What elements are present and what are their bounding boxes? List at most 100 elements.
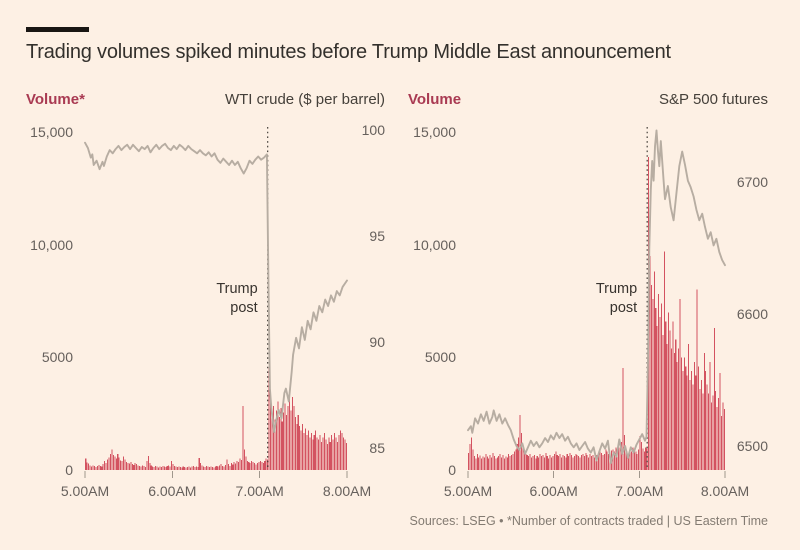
wti-crude-volume-bar — [102, 464, 104, 470]
sp500-futures-volume-bar — [686, 375, 688, 470]
wti-crude-volume-bar — [137, 465, 139, 470]
sp500-futures-volume-bar — [608, 454, 610, 470]
wti-crude-volume-bar — [130, 462, 132, 470]
wti-crude-volume-bar — [136, 464, 138, 470]
wti-crude-volume-bar — [198, 458, 200, 470]
source-note: Sources: LSEG • *Number of contracts tra… — [409, 514, 768, 528]
sp500-futures-volume-bar — [518, 437, 520, 470]
wti-crude-volume-bar — [297, 414, 299, 470]
sp500-futures-volume-bar — [566, 454, 568, 470]
wti-crude-volume-bar — [147, 456, 149, 470]
wti-crude-volume-bar — [163, 466, 165, 470]
wti-crude-volume-bar — [159, 466, 161, 470]
sp500-futures-volume-bar — [682, 370, 684, 470]
wti-crude-volume-bar — [251, 460, 253, 470]
sp500-futures-volume-bar — [639, 436, 641, 470]
left-chart-price-series-title: WTI crude ($ per barrel) — [224, 91, 385, 108]
wti-crude-volume-bar — [111, 449, 113, 470]
sp500-futures-volume-bar — [606, 451, 608, 470]
sp500-futures-volume-bar — [666, 343, 668, 470]
sp500-futures-volume-bar — [573, 456, 575, 470]
sp500-futures-volume-bar — [565, 457, 567, 470]
sp500-futures-volume-bar — [635, 451, 637, 470]
sp500-futures-volume-bar — [495, 458, 497, 470]
sp500-futures-volume-bar — [532, 456, 534, 470]
sp500-futures-volume-bar — [526, 455, 528, 470]
wti-crude-volume-bar — [160, 466, 162, 470]
sp500-futures-volume-bar — [679, 298, 681, 470]
sp500-futures-volume-bar — [551, 457, 553, 470]
sp500-futures-volume-bar — [612, 449, 614, 470]
sp500-futures-volume-bar — [528, 456, 530, 470]
sp500-futures-volume-bar — [553, 454, 555, 470]
wti-crude-volume-bar — [127, 463, 129, 470]
wti-crude-volume-bar — [101, 466, 103, 470]
wti-crude-volume-bar — [117, 454, 119, 470]
wti-crude-volume-bar — [256, 463, 259, 470]
sp500-futures-volume-bar — [586, 455, 588, 470]
wti-crude-price-line — [84, 141, 348, 434]
sp500-futures-volume-bar — [493, 456, 495, 470]
wti-crude-volume-bar — [140, 466, 142, 470]
wti-crude-volume-bar — [268, 367, 270, 470]
sp500-futures-volume-bar — [588, 457, 590, 470]
sp500-futures-volume-bar — [670, 348, 672, 470]
sp500-futures-volume-bar — [533, 455, 535, 470]
wti-crude-volume-bar — [123, 456, 125, 470]
sp500-futures-volume-bar — [522, 447, 524, 470]
wti-crude-volume-bar — [107, 459, 109, 470]
sp500-futures-volume-bar — [710, 402, 712, 470]
sp500-futures-volume-bar — [481, 458, 483, 470]
sp500-futures-volume-bar — [479, 455, 481, 470]
sp500-futures-volume-bar — [675, 339, 677, 470]
right-chart-trump-post-annotation: Trump post — [547, 280, 637, 318]
sp500-futures-volume-bar — [683, 357, 685, 470]
wti-crude-volume-bar — [239, 458, 241, 470]
wti-crude-x-tick-label: 6.00AM — [148, 483, 197, 499]
wti-crude-volume-bar — [171, 460, 173, 470]
sp500-futures-volume-bar — [511, 455, 513, 470]
sp500-futures-volume-bar — [696, 289, 698, 470]
sp500-futures-volume-bar — [640, 441, 642, 470]
wti-crude-volume-bar — [312, 439, 314, 470]
sp500-futures-volume-bar — [552, 456, 554, 470]
sp500-futures-volume-bar — [492, 452, 494, 470]
wti-crude-volume-bar — [187, 466, 189, 470]
sp500-futures-volume-bar — [652, 298, 654, 470]
wti-crude-volume-bar — [227, 464, 229, 470]
sp500-futures-volume-bar — [695, 375, 697, 470]
sp500-futures-volume-bar — [561, 457, 563, 470]
wti-crude-volume-bar — [316, 437, 318, 470]
wti-crude-volume-bar — [149, 463, 151, 470]
sp500-futures-volume-bar — [529, 454, 531, 470]
sp500-futures-volume-bar — [688, 343, 690, 470]
sp500-futures-volume-bar — [712, 395, 714, 470]
sp500-futures-volume-bar — [546, 456, 548, 470]
wti-crude-volume-bar — [156, 466, 158, 470]
wti-crude-volume-bar — [300, 430, 302, 470]
wti-crude-volume-bar — [258, 462, 260, 470]
sp500-futures-price-line — [467, 129, 726, 465]
sp500-futures-volume-bar — [655, 307, 657, 470]
sp500-futures-volume-bar — [563, 456, 565, 470]
sp500-futures-price-tick-label: 6700 — [736, 174, 768, 190]
sp500-futures-volume-bar — [625, 448, 627, 470]
sp500-futures-volume-bar — [569, 452, 571, 470]
wti-crude-volume-bar — [293, 405, 295, 470]
sp500-futures-volume-bar — [708, 393, 710, 470]
wti-crude-volume-bar — [326, 444, 328, 470]
wti-crude-volume-bar — [121, 461, 123, 470]
wti-crude-volume-bar — [176, 467, 178, 470]
sp500-futures-volume-bar — [636, 453, 638, 470]
wti-crude-volume-bar — [328, 437, 330, 470]
sp500-futures-volume-bar — [646, 448, 648, 470]
sp500-futures-volume-bar — [663, 251, 665, 470]
wti-crude-volume-bar — [291, 396, 293, 470]
wti-crude-volume-bar — [150, 465, 152, 470]
sp500-futures-volume-bar — [659, 316, 661, 470]
wti-crude-volume-bar — [185, 467, 187, 470]
wti-crude-volume-bar — [115, 458, 117, 470]
sp500-futures-volume-bar — [632, 447, 634, 470]
sp500-futures-volume-bar — [616, 449, 618, 470]
sp500-futures-volume-bar — [515, 449, 517, 470]
